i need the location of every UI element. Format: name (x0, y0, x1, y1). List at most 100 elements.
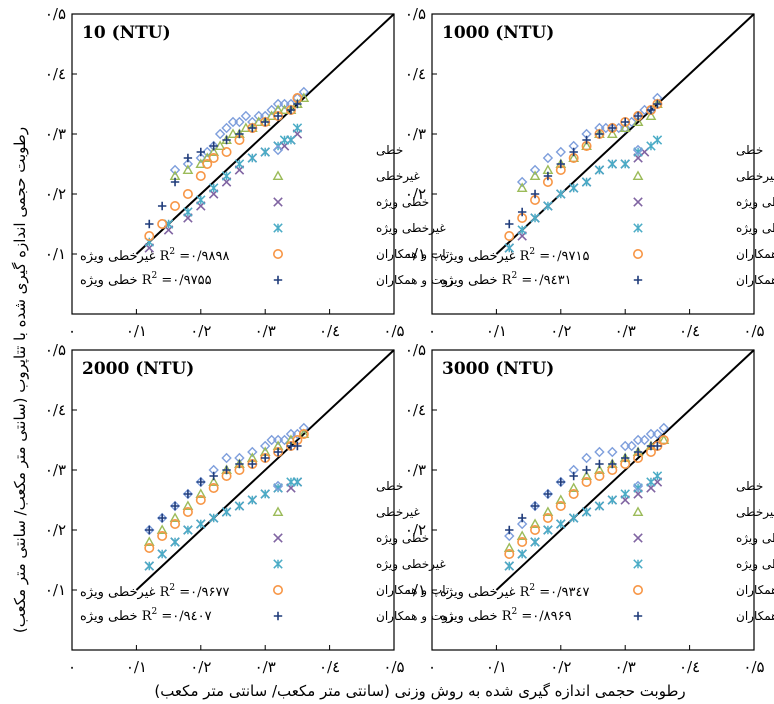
legend-marker (632, 170, 644, 181)
data-point (595, 459, 604, 469)
data-point (543, 201, 553, 211)
legend-marker (633, 275, 643, 285)
x-tick-label: ۰/۲ (190, 658, 211, 676)
data-point (530, 524, 541, 535)
r2-symbol: R (520, 585, 531, 600)
data-point (594, 464, 605, 475)
r2-value: =۰/۹۷۱۵ (535, 249, 589, 264)
x-tick-label: ۰/۳ (255, 658, 276, 676)
data-point (286, 105, 296, 115)
r2-annotation: خطی ویژه R2 =۰/۹٤۰۷ (80, 607, 212, 624)
panel-title: 10 (NTU) (82, 23, 171, 43)
data-point (183, 207, 193, 217)
data-point (652, 428, 663, 440)
data-point (221, 452, 232, 464)
r2-annotation: خطی ویژه R2 =۰/۹۷۵۵ (80, 271, 212, 288)
legend-label: خطی (376, 143, 403, 157)
series-6 (145, 99, 302, 229)
x-tick-label: ۰/٤ (319, 658, 340, 676)
data-point (633, 447, 643, 457)
data-point (503, 542, 515, 553)
data-point (652, 471, 663, 481)
data-point (298, 422, 310, 434)
data-point (607, 446, 618, 458)
chart-panel-4: ۰ ۰/۱ ۰/۱ ۰/۲ ۰/۲ ۰/۳ ۰/۳ ۰/٤ ۰/٤ ۰/۵ ۰/۵ 3000 (NTU… (405, 341, 774, 676)
r2-symbol: R (502, 273, 513, 288)
series-5 (144, 428, 309, 553)
data-point (182, 164, 194, 175)
r2-annotation: غیرخطی ویژه R2 =۰/۹۸۹۸ (80, 247, 229, 264)
r2-label: خطی ویژه (440, 273, 502, 288)
data-point (594, 470, 605, 481)
legend-marker (273, 197, 283, 207)
series-5 (504, 99, 663, 242)
data-point (645, 110, 657, 121)
data-point (505, 525, 514, 535)
data-point (556, 159, 565, 169)
data-point (182, 158, 194, 170)
legend-marker (632, 506, 644, 517)
data-point (208, 513, 219, 523)
y-tick-label: ۰/۱ (45, 581, 66, 599)
data-point (234, 159, 245, 169)
data-point (556, 477, 565, 487)
data-point (568, 183, 579, 193)
data-point (516, 176, 528, 188)
series-2 (143, 428, 310, 547)
data-point (157, 201, 167, 211)
data-point (529, 164, 541, 176)
data-point (182, 500, 194, 511)
data-point (169, 164, 181, 176)
legend-marker (272, 144, 284, 156)
data-point (222, 465, 231, 475)
r2-superscript: 2 (152, 271, 158, 281)
r2-annotation: خطی ویژه R2 =۰/۹٤۳۱ (440, 271, 572, 288)
legend-marker (272, 249, 283, 260)
legend-marker (633, 611, 643, 621)
chart-panel-3: ۰ ۰/۱ ۰/۱ ۰/۲ ۰/۲ ۰/۳ ۰/۳ ۰/٤ ۰/٤ ۰/۵ ۰/۵ 2000 (NTU… (45, 341, 454, 676)
data-point (144, 231, 155, 242)
x-tick-label: ۰/۱ (486, 322, 507, 340)
r2-annotation: غیرخطی ویژه R2 =۰/۹۷۱۵ (440, 247, 589, 264)
data-point (298, 86, 310, 98)
data-point (221, 122, 232, 134)
x-tick-label: ۰ (428, 658, 436, 676)
series-2 (503, 434, 670, 553)
r2-annotation: غیرخطی ویژه R2 =۰/۹۶۷۷ (80, 583, 229, 600)
data-point (632, 116, 644, 127)
data-point (260, 147, 270, 157)
r2-superscript: 2 (152, 607, 158, 617)
x-tick-label: ۰/۱ (126, 322, 147, 340)
x-axis-label: رطوبت حجمی اندازه گیری شده به روش وزنی (… (154, 682, 685, 700)
data-point (235, 129, 244, 139)
data-point (214, 140, 226, 151)
legend-marker (272, 584, 283, 595)
data-point (170, 537, 180, 547)
data-point (248, 459, 257, 469)
x-tick-label: ۰/۳ (615, 322, 636, 340)
data-point (568, 513, 579, 523)
data-point (208, 183, 219, 193)
series-4 (144, 123, 303, 247)
data-point (293, 99, 302, 109)
data-point (145, 219, 154, 229)
panel-title: 3000 (NTU) (442, 359, 554, 379)
x-tick-label: ۰ (68, 658, 76, 676)
legend-label: تاپ و همکاران (376, 247, 449, 262)
data-point (646, 105, 656, 115)
legend-marker (272, 506, 284, 517)
data-point (621, 117, 630, 127)
legend-marker (273, 533, 283, 543)
data-point (530, 213, 540, 223)
r2-label: خطی ویژه (80, 609, 142, 624)
chart-panel-2: ۰ ۰/۱ ۰/۱ ۰/۲ ۰/۲ ۰/۳ ۰/۳ ۰/٤ ۰/٤ ۰/۵ ۰/۵ 1000 (NTU… (405, 5, 774, 340)
legend-label: غیرخطی (736, 169, 774, 184)
data-point (261, 453, 270, 463)
data-point (157, 219, 168, 230)
r2-value: =۰/۸۹۶۹ (517, 609, 571, 624)
legend-label: غیرخطی (376, 505, 420, 520)
data-point (658, 422, 670, 434)
y-tick-label: ۰/٤ (45, 65, 66, 83)
data-point (639, 434, 650, 446)
legend-label: تاپ و همکاران (376, 583, 449, 598)
